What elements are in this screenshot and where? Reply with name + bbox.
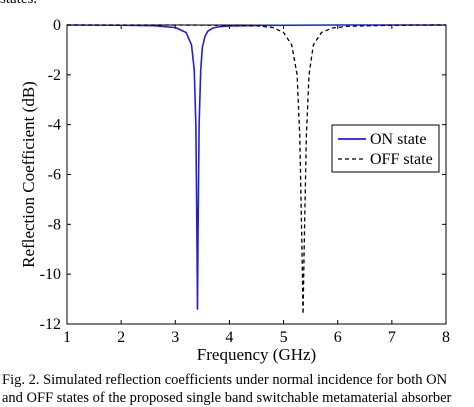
x-tick-label: 8 — [442, 329, 450, 346]
series-line-off-state — [67, 24, 447, 315]
x-axis-label: Frequency (GHz) — [197, 345, 316, 364]
legend-label: ON state — [370, 131, 426, 148]
figure-caption: Fig. 2. Simulated reflection coefficient… — [2, 371, 474, 407]
series-line-on-state — [66, 24, 446, 310]
legend-box — [331, 124, 440, 173]
reflection-coefficient-chart: 1 2 3 4 5 6 7 8 0 -2 -4 -6 -8 -10 -12 Frequency (GHz) Re… — [19, 17, 450, 364]
y-tick-label: -10 — [40, 266, 61, 283]
x-tick-label: 2 — [117, 329, 125, 346]
y-tick-label: 0 — [53, 17, 61, 34]
x-tick-label: 3 — [171, 329, 179, 346]
x-tick-label: 1 — [63, 329, 71, 346]
caption-line-2: and OFF states of the proposed single ba… — [2, 390, 452, 406]
y-tick-label: -8 — [48, 216, 61, 233]
preceding-text-fragment: states. — [0, 0, 37, 8]
y-tick-label: -4 — [48, 117, 61, 134]
x-tick-label: 4 — [225, 329, 233, 346]
x-tick-label: 6 — [334, 329, 342, 346]
x-tick-label: 7 — [388, 329, 396, 346]
legend-label: OFF state — [370, 151, 433, 168]
caption-line-1: Fig. 2. Simulated reflection coefficient… — [2, 372, 448, 388]
y-axis-label: Reflection Coefficient (dB) — [19, 81, 38, 268]
x-tick-label: 5 — [280, 329, 288, 346]
y-tick-label: -6 — [48, 167, 61, 184]
y-tick-label: -12 — [40, 316, 61, 333]
plot-frame — [66, 24, 447, 325]
y-tick-label: -2 — [48, 67, 61, 84]
